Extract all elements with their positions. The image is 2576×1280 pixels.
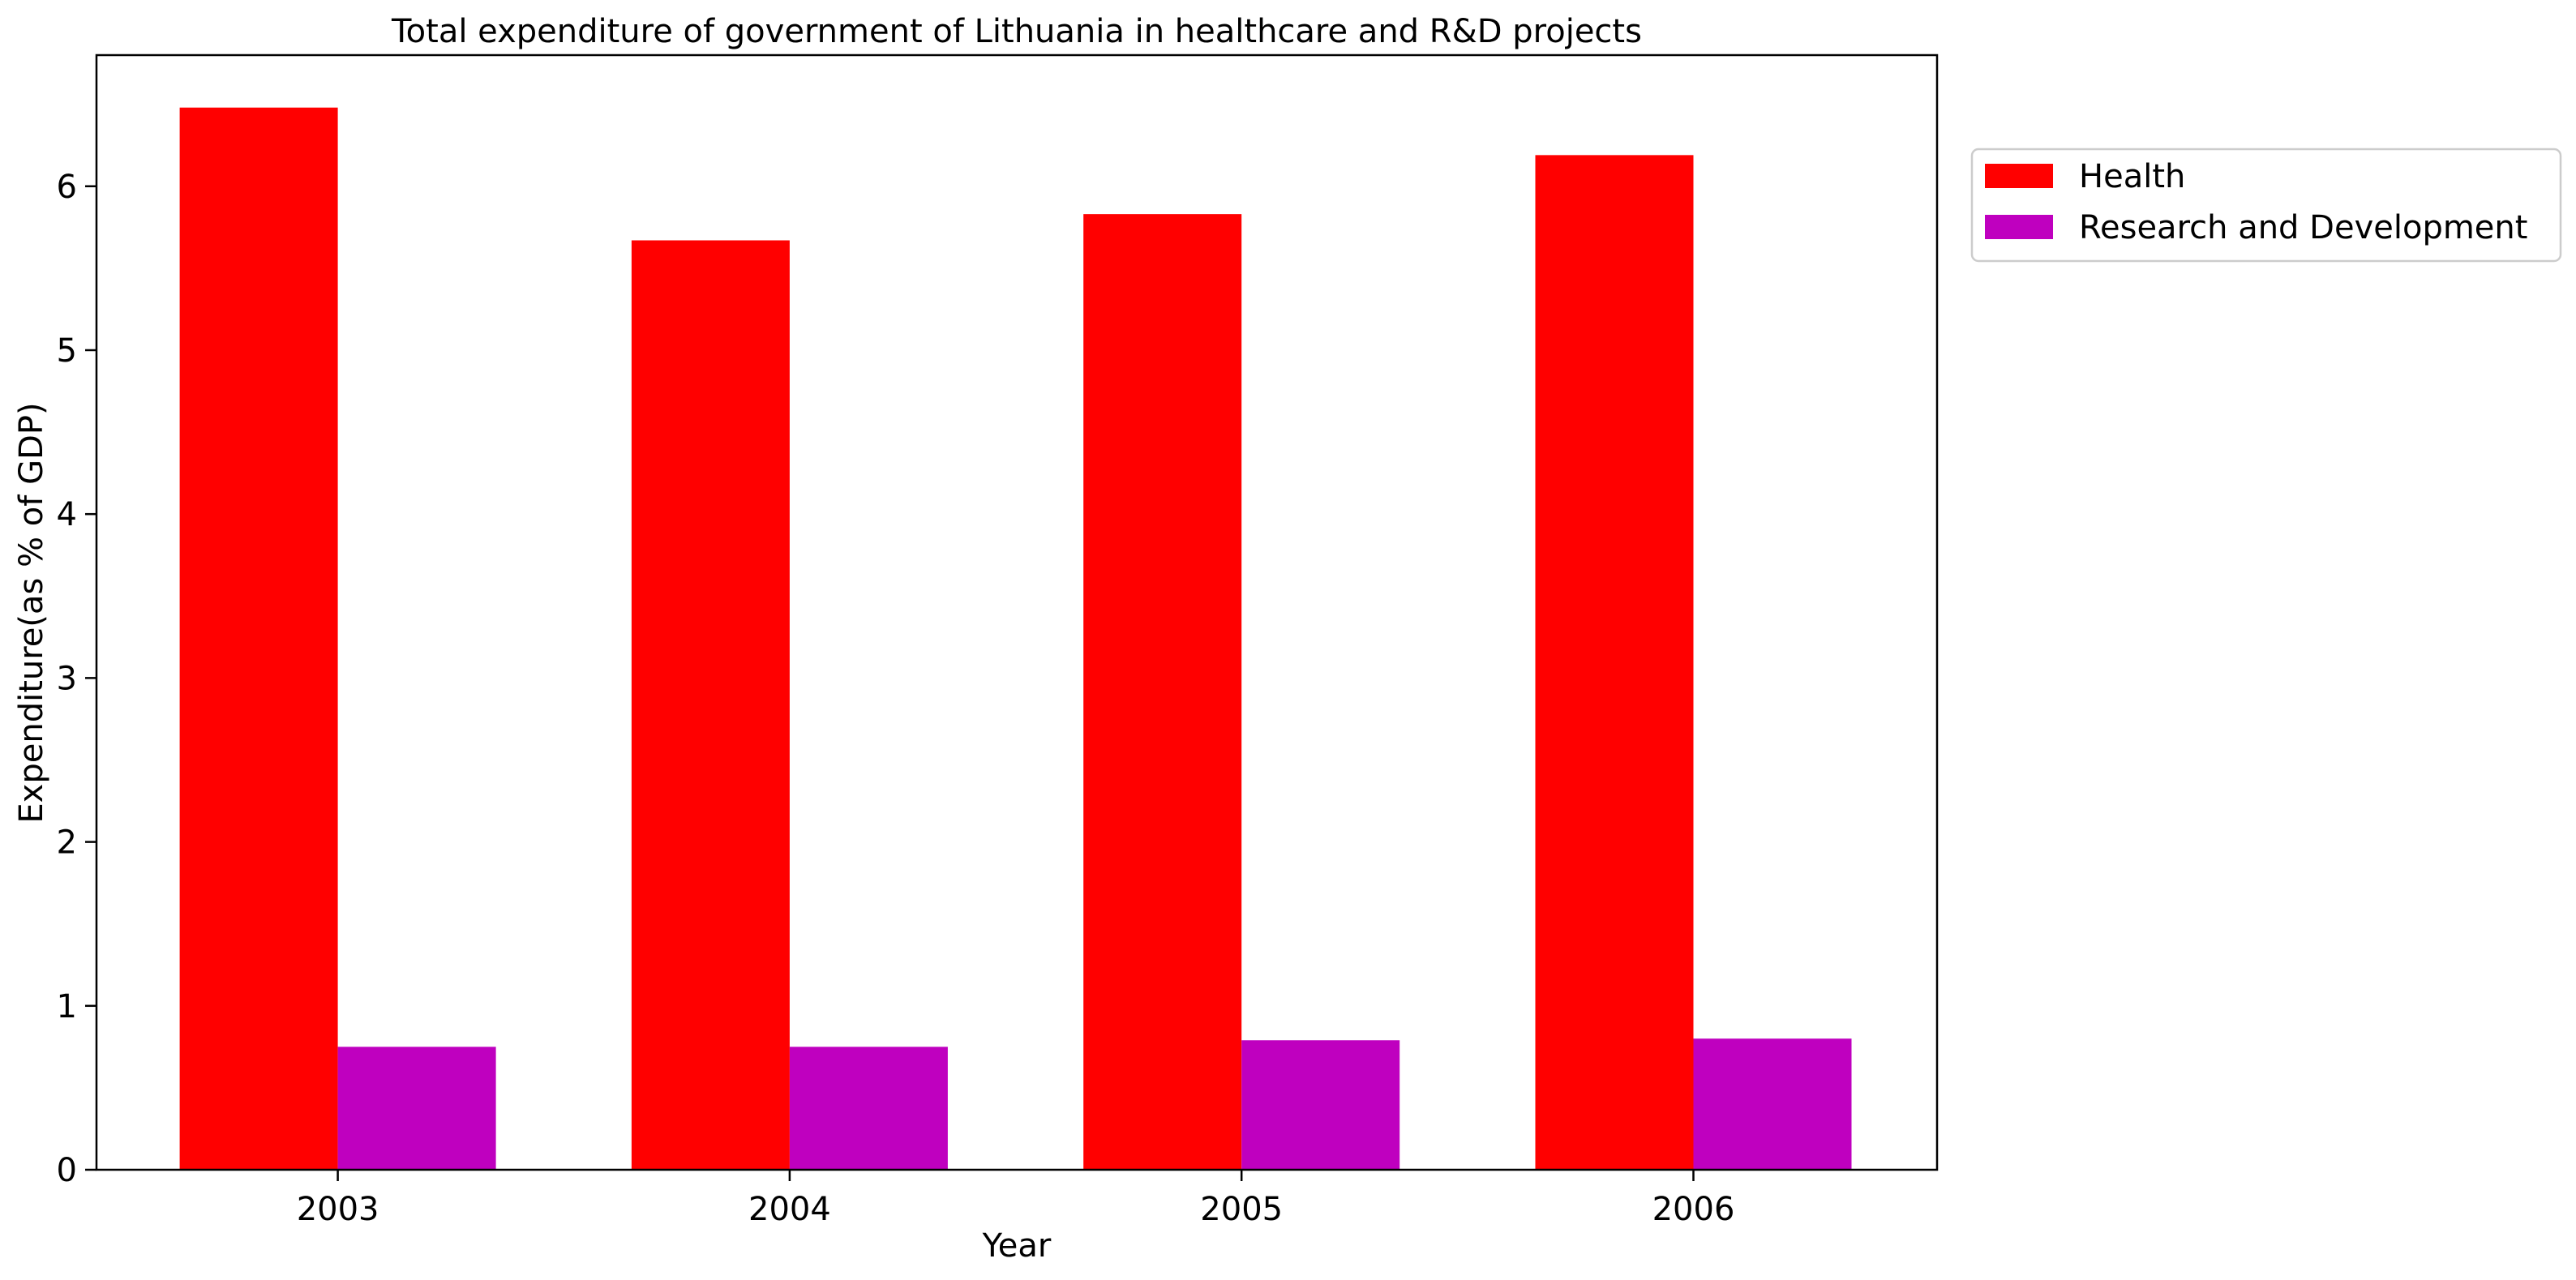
bar-health-2003	[179, 107, 338, 1170]
bar-health-2004	[631, 240, 790, 1170]
y-tick-label: 1	[57, 988, 77, 1025]
legend-frame	[1970, 148, 2562, 263]
y-tick-label: 3	[57, 660, 77, 697]
bar-research-and-development-2006	[1693, 1038, 1852, 1170]
bar-health-2006	[1535, 155, 1694, 1170]
x-axis: 2003 2004 2005 2006	[297, 1170, 1735, 1228]
y-tick-label: 5	[57, 332, 77, 370]
y-tick-label: 2	[57, 824, 77, 862]
chart-title: Total expenditure of government of Lithu…	[391, 13, 1642, 50]
plot-frame	[95, 54, 1939, 1171]
y-tick-label: 4	[57, 496, 77, 533]
legend-label: Research and Development	[2079, 209, 2527, 246]
x-axis-label: Year	[982, 1227, 1052, 1265]
x-tick-label: 2006	[1652, 1191, 1735, 1228]
y-axis: 0 1 2 3 4 5 6	[57, 169, 96, 1189]
x-tick-label: 2003	[297, 1191, 379, 1228]
legend: Health Research and Development	[1970, 148, 2562, 263]
bar-research-and-development-2004	[789, 1047, 948, 1170]
bars	[179, 107, 1852, 1171]
bar-research-and-development-2005	[1241, 1040, 1400, 1170]
legend-label: Health	[2079, 158, 2185, 195]
x-tick-label: 2004	[748, 1191, 831, 1228]
x-tick-label: 2005	[1200, 1191, 1283, 1228]
bar-health-2005	[1083, 214, 1242, 1171]
legend-swatch-health	[1985, 164, 2053, 188]
legend-swatch-research-and-development	[1985, 215, 2053, 239]
y-axis-label: Expenditure(as % of GDP)	[13, 402, 50, 823]
bar-research-and-development-2003	[337, 1047, 496, 1170]
y-tick-label: 0	[57, 1152, 77, 1189]
y-tick-label: 6	[57, 169, 77, 206]
